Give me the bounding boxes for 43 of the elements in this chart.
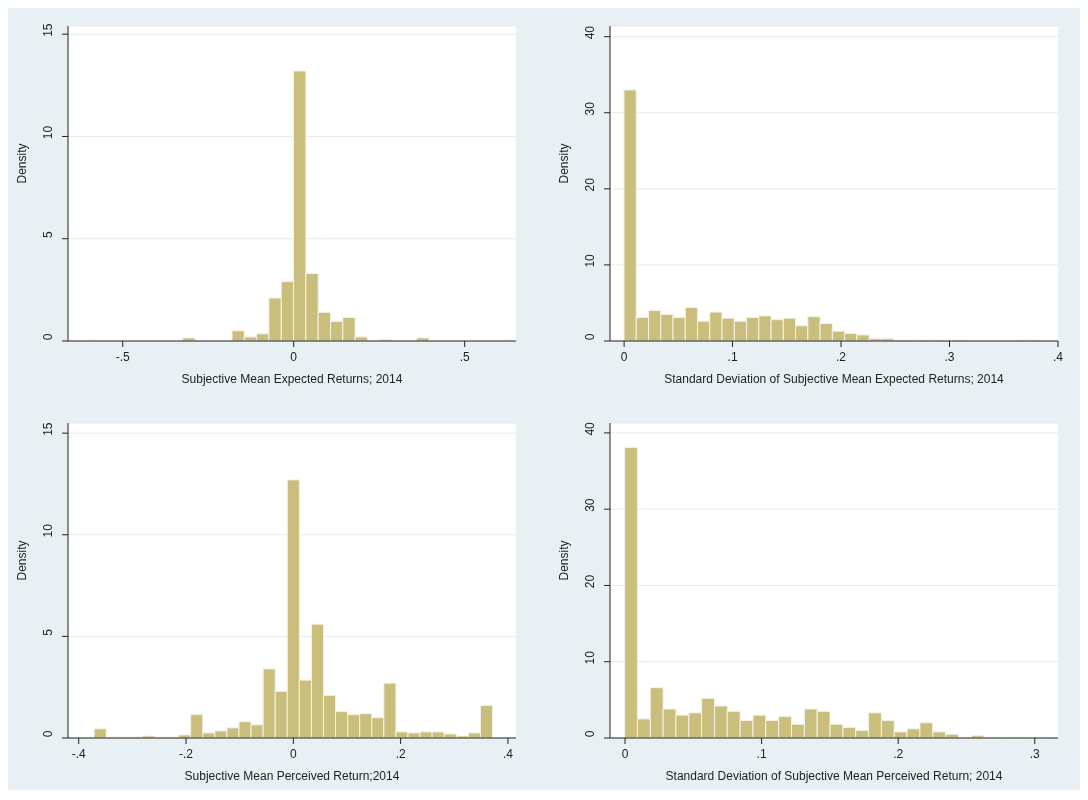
x-tick-label: 0 xyxy=(290,350,298,364)
y-tick-label: 30 xyxy=(583,101,597,116)
x-tick-label: .2 xyxy=(836,350,847,364)
x-tick-label: 0 xyxy=(620,350,628,364)
y-tick-label: 0 xyxy=(583,730,597,738)
x-tick-label: .3 xyxy=(944,350,955,364)
x-axis-title: Standard Deviation of Subjective Mean Expected Returns; 2014 xyxy=(664,372,1005,386)
x-tick-label: .1 xyxy=(756,747,767,761)
x-axis-title: Standard Deviation of Subjective Mean Perceived Return; 2014 xyxy=(665,769,1003,783)
x-tick-label: -.2 xyxy=(179,747,194,761)
y-tick-label: 10 xyxy=(583,650,597,665)
y-tick-label: 5 xyxy=(41,231,55,239)
x-tick-label: -.5 xyxy=(115,350,131,364)
y-tick-label: 20 xyxy=(583,177,597,192)
y-tick-label: 40 xyxy=(583,25,597,40)
y-tick-label: 15 xyxy=(41,422,55,436)
x-axis-title: Subjective Mean Perceived Return;2014 xyxy=(184,769,400,783)
y-tick-label: 15 xyxy=(41,23,55,37)
y-tick-label: 0 xyxy=(41,730,55,738)
y-tick-label: 40 xyxy=(583,421,597,436)
y-tick-label: 0 xyxy=(583,333,597,341)
y-tick-label: 20 xyxy=(583,574,597,589)
y-axis-title: Density xyxy=(15,143,30,184)
x-tick-label: .3 xyxy=(1029,747,1041,761)
x-tick-label: .1 xyxy=(727,350,738,364)
x-tick-label: 0 xyxy=(290,747,297,761)
y-tick-label: 10 xyxy=(41,125,55,140)
x-tick-label: 0 xyxy=(621,747,629,761)
x-tick-label: .4 xyxy=(1052,350,1064,364)
x-axis-title: Subjective Mean Expected Returns; 2014 xyxy=(181,372,403,386)
y-tick-label: 10 xyxy=(41,523,55,538)
y-axis-title: Density xyxy=(557,143,572,184)
x-tick-label: .4 xyxy=(502,747,514,761)
y-tick-label: 30 xyxy=(583,498,597,512)
y-tick-label: 0 xyxy=(41,333,55,341)
y-axis-title: Density xyxy=(557,540,572,581)
x-tick-label: -.4 xyxy=(71,747,87,761)
x-tick-label: .2 xyxy=(893,747,904,761)
y-axis-title: Density xyxy=(15,540,30,581)
y-tick-label: 10 xyxy=(583,253,597,268)
x-tick-label: .5 xyxy=(459,350,471,364)
y-tick-label: 5 xyxy=(41,628,55,636)
x-tick-label: .2 xyxy=(395,747,406,761)
